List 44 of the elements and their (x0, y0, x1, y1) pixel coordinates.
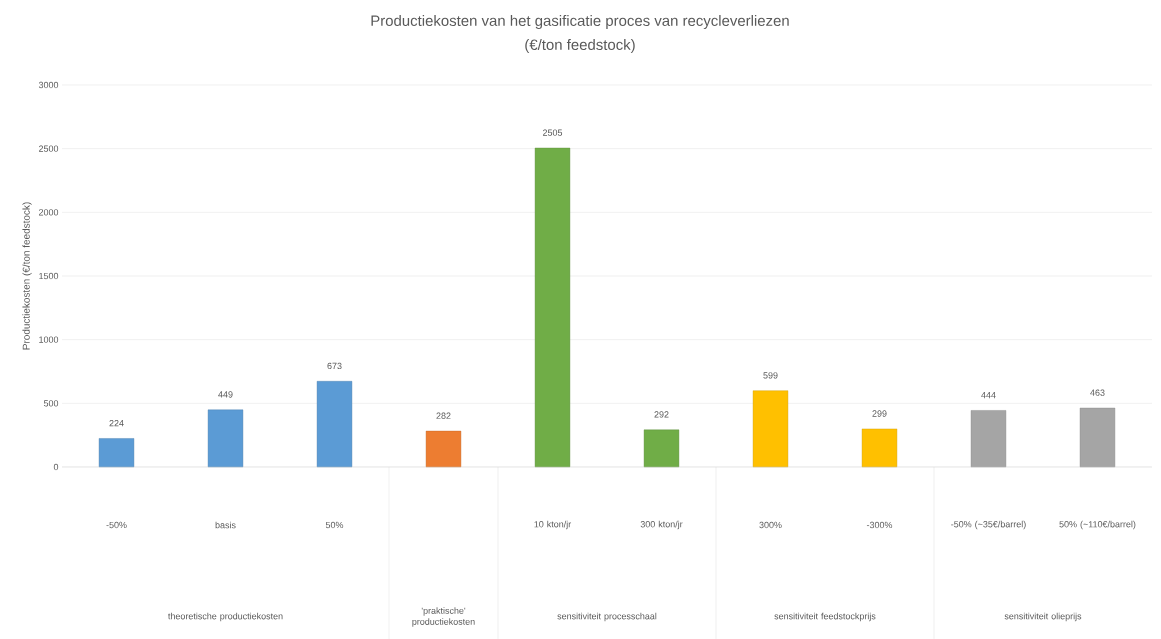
x-tick-label: 300 kton/jr (640, 520, 683, 530)
bar (752, 390, 789, 468)
y-tick-label: 3000 (38, 81, 59, 89)
text: sensitiviteit olieprijs (1004, 612, 1082, 622)
x-tick-label: 10 kton/jr (534, 520, 572, 530)
bar (207, 409, 244, 468)
bar (425, 430, 462, 468)
data-label: 599 (763, 372, 778, 379)
y-tick-label: 500 (43, 400, 59, 407)
text: sensitiviteit feedstockprijs (774, 612, 876, 622)
data-label: 299 (872, 410, 887, 417)
x-tick-label: 50% (~110€/barrel) (1059, 520, 1136, 530)
text: 'praktische' productiekosten (412, 607, 475, 627)
bar (534, 147, 571, 468)
x-tick-label: 50% (325, 521, 344, 529)
text: theoretische productiekosten (168, 612, 283, 622)
x-tick-label: -50% (~35€/barrel) (951, 520, 1026, 530)
x-tick-label: -50% (106, 521, 127, 529)
data-label: 449 (218, 391, 233, 398)
y-tick-label: 2500 (39, 145, 59, 152)
x-tick-label: 300% (759, 521, 782, 529)
chart-title: Productiekosten van het gasificatie proces van recycleverliezen (371, 15, 789, 29)
y-tick-label: 1000 (39, 336, 59, 343)
data-label: 292 (654, 411, 669, 418)
data-label: 2505 (542, 129, 563, 136)
data-label: 224 (109, 420, 124, 427)
y-tick-label: 2000 (39, 209, 59, 216)
bar (970, 410, 1007, 468)
bar (1079, 407, 1116, 468)
data-label: 463 (1090, 389, 1105, 396)
x-tick-label: basis (215, 521, 236, 529)
bar (98, 438, 135, 468)
bar (861, 428, 898, 468)
text: sensitiviteit processchaal (557, 612, 657, 622)
bar (643, 429, 680, 468)
y-tick-label: 1500 (39, 272, 59, 280)
data-label: 673 (327, 362, 342, 370)
data-label: 282 (436, 412, 451, 419)
y-tick-label: 0 (53, 463, 59, 471)
y-axis-title: Productiekosten (€/ton feedstock) (22, 202, 32, 350)
x-tick-label: -300% (866, 521, 893, 529)
data-label: 444 (981, 392, 996, 399)
bar (316, 381, 353, 468)
chart-subtitle: (€/ton feedstock) (525, 39, 635, 53)
